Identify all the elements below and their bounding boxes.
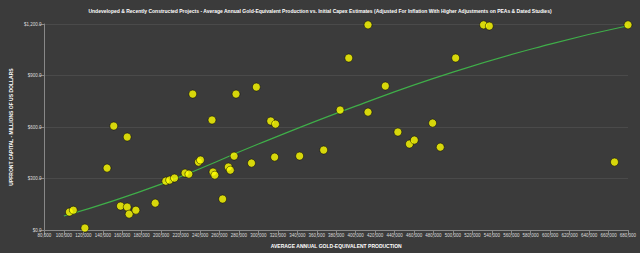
svg-text:240,000: 240,000 xyxy=(192,233,209,238)
svg-text:640,000: 640,000 xyxy=(581,233,598,238)
svg-text:160,000: 160,000 xyxy=(114,233,131,238)
svg-text:540,000: 540,000 xyxy=(484,233,501,238)
svg-text:620,000: 620,000 xyxy=(562,233,579,238)
svg-text:200,000: 200,000 xyxy=(153,233,170,238)
svg-text:480,000: 480,000 xyxy=(425,233,442,238)
svg-text:180,000: 180,000 xyxy=(134,233,151,238)
svg-text:280,000: 280,000 xyxy=(231,233,248,238)
svg-text:500,000: 500,000 xyxy=(445,233,462,238)
svg-text:600,000: 600,000 xyxy=(542,233,559,238)
svg-text:660,000: 660,000 xyxy=(600,233,617,238)
svg-text:140,000: 140,000 xyxy=(95,233,112,238)
svg-text:80,000: 80,000 xyxy=(38,233,52,238)
svg-text:300,000: 300,000 xyxy=(250,233,267,238)
svg-text:Undeveloped & Recently Constru: Undeveloped & Recently Constructed Proje… xyxy=(88,8,552,14)
svg-text:320,000: 320,000 xyxy=(270,233,287,238)
svg-text:$900.0: $900.0 xyxy=(28,73,42,78)
svg-text:680,000: 680,000 xyxy=(620,233,637,238)
svg-text:AVERAGE ANNUAL GOLD-EQUIVALENT: AVERAGE ANNUAL GOLD-EQUIVALENT PRODUCTIO… xyxy=(271,243,402,249)
svg-text:420,000: 420,000 xyxy=(367,233,384,238)
svg-text:$0.0: $0.0 xyxy=(33,228,42,233)
svg-text:360,000: 360,000 xyxy=(309,233,326,238)
svg-text:380,000: 380,000 xyxy=(328,233,345,238)
svg-text:$1,200.0: $1,200.0 xyxy=(24,22,42,27)
svg-text:$600.0: $600.0 xyxy=(28,125,42,130)
svg-text:340,000: 340,000 xyxy=(289,233,306,238)
svg-text:$300.0: $300.0 xyxy=(28,176,42,181)
svg-text:520,000: 520,000 xyxy=(464,233,481,238)
svg-text:460,000: 460,000 xyxy=(406,233,423,238)
svg-text:260,000: 260,000 xyxy=(211,233,228,238)
svg-text:560,000: 560,000 xyxy=(503,233,520,238)
svg-text:440,000: 440,000 xyxy=(386,233,403,238)
svg-text:120,000: 120,000 xyxy=(75,233,92,238)
svg-text:580,000: 580,000 xyxy=(523,233,540,238)
svg-text:220,000: 220,000 xyxy=(172,233,189,238)
svg-text:UPFRONT CAPITAL - MILLIONS OF: UPFRONT CAPITAL - MILLIONS OF US DOLLARS xyxy=(8,68,14,186)
svg-text:400,000: 400,000 xyxy=(348,233,365,238)
svg-text:100,000: 100,000 xyxy=(56,233,73,238)
